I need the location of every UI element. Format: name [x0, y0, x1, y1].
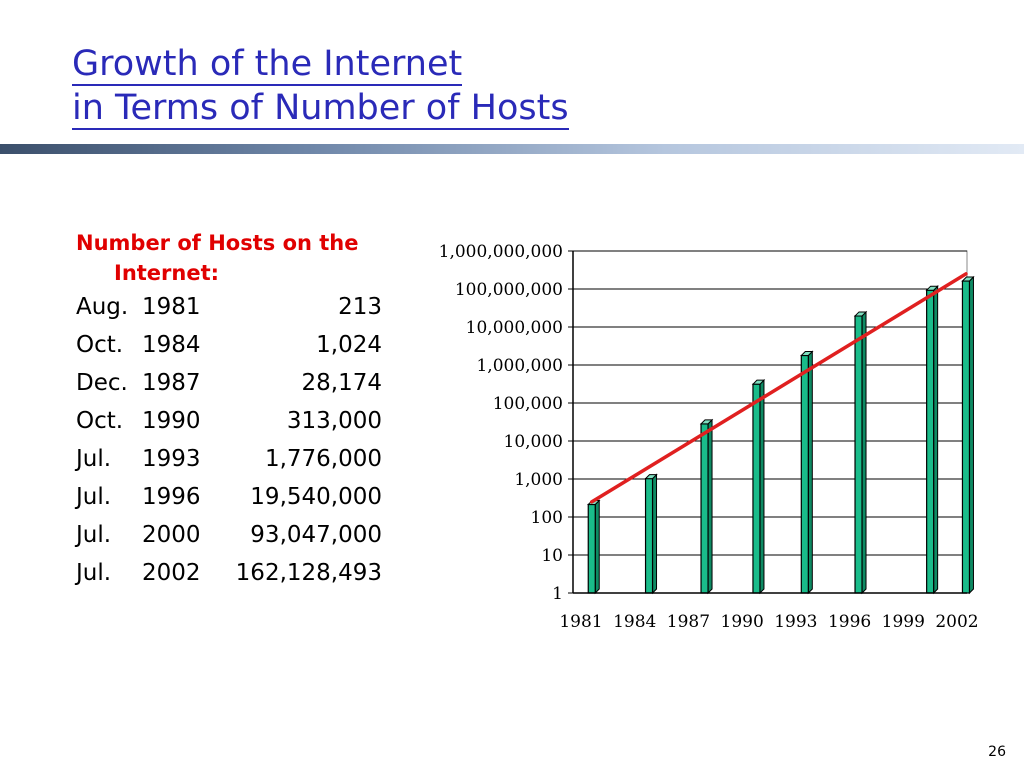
- y-tick-label: 1,000: [514, 470, 563, 490]
- list-item-year: 1981: [142, 294, 201, 320]
- list-item-year: 1993: [142, 446, 201, 472]
- list-item-month: Jul.: [76, 522, 112, 548]
- list-item: Oct. 1984 1,024: [76, 326, 416, 364]
- list-item: Jul. 1996 19,540,000: [76, 478, 416, 516]
- x-tick-label: 1996: [828, 612, 871, 632]
- list-item-month: Dec.: [76, 370, 128, 396]
- list-item-year: 1990: [142, 408, 201, 434]
- hosts-log-bar-chart: 1 10 100 1,000 10,000 100,000 1,000,000 10,000,…: [439, 242, 979, 632]
- slide-number: 26: [988, 744, 1006, 760]
- bar: [699, 418, 714, 595]
- bar: [644, 473, 658, 595]
- list-item-year: 2000: [142, 522, 201, 548]
- bar: [961, 275, 975, 595]
- y-tick-label: 10,000: [504, 432, 563, 452]
- list-heading: Number of Hosts on the Internet:: [76, 228, 416, 288]
- x-tick-label: 1981: [559, 612, 602, 632]
- y-tick-label: 100,000: [493, 394, 563, 414]
- plot-area: [572, 250, 968, 594]
- list-item: Jul. 1993 1,776,000: [76, 440, 416, 478]
- list-item: Aug. 1981 213: [76, 288, 416, 326]
- list-heading-line-2: Internet:: [114, 261, 220, 285]
- slide-title: Growth of the Internet in Terms of Numbe…: [72, 42, 569, 130]
- bar: [751, 378, 766, 595]
- x-tick-label: 1984: [613, 612, 656, 632]
- list-item: Jul. 2000 93,047,000: [76, 516, 416, 554]
- list-item: Dec. 1987 28,174: [76, 364, 416, 402]
- list-item-year: 1996: [142, 484, 201, 510]
- bar: [587, 499, 601, 595]
- y-tick-label: 100: [531, 508, 563, 528]
- y-tick-label: 1,000,000: [476, 356, 563, 376]
- list-item: Jul. 2002 162,128,493: [76, 554, 416, 592]
- list-item-value: 162,128,493: [235, 560, 382, 586]
- list-item-value: 313,000: [286, 408, 382, 434]
- host-count-list: Number of Hosts on the Internet: Aug. 198…: [76, 228, 416, 592]
- list-item-value: 19,540,000: [250, 484, 382, 510]
- list-item-month: Jul.: [76, 446, 112, 472]
- list-item-year: 2002: [142, 560, 201, 586]
- list-item-month: Jul.: [76, 484, 112, 510]
- y-tick-label: 1,000,000,000: [439, 242, 563, 262]
- list-item-month: Oct.: [76, 408, 124, 434]
- bar: [800, 350, 814, 595]
- list-item-value: 1,024: [316, 332, 382, 358]
- trend-line: [589, 272, 968, 504]
- bar: [925, 284, 939, 595]
- list-heading-line-1: Number of Hosts on the: [76, 231, 359, 255]
- list-item-month: Aug.: [76, 294, 129, 320]
- list-item-value: 1,776,000: [264, 446, 382, 472]
- list-item-value: 213: [338, 294, 382, 320]
- x-tick-label: 1987: [667, 612, 710, 632]
- x-tick-label: 1999: [882, 612, 925, 632]
- list-item-month: Oct.: [76, 332, 124, 358]
- title-line-2: in Terms of Number of Hosts: [72, 88, 569, 130]
- y-tick-label: 10,000,000: [466, 318, 563, 338]
- y-tick-label: 1: [552, 584, 563, 604]
- list-item-month: Jul.: [76, 560, 112, 586]
- title-line-1: Growth of the Internet: [72, 44, 463, 86]
- y-tick-label: 100,000,000: [455, 280, 563, 300]
- list-item-value: 93,047,000: [250, 522, 382, 548]
- bar: [853, 310, 868, 595]
- x-tick-label: 1990: [721, 612, 764, 632]
- list-item-year: 1987: [142, 370, 201, 396]
- list-item-year: 1984: [142, 332, 201, 358]
- x-tick-label: 2002: [935, 612, 978, 632]
- y-tick-label: 10: [541, 546, 563, 566]
- title-divider-bar: [0, 144, 1024, 154]
- list-item-value: 28,174: [301, 370, 382, 396]
- x-tick-label: 1993: [774, 612, 817, 632]
- list-item: Oct. 1990 313,000: [76, 402, 416, 440]
